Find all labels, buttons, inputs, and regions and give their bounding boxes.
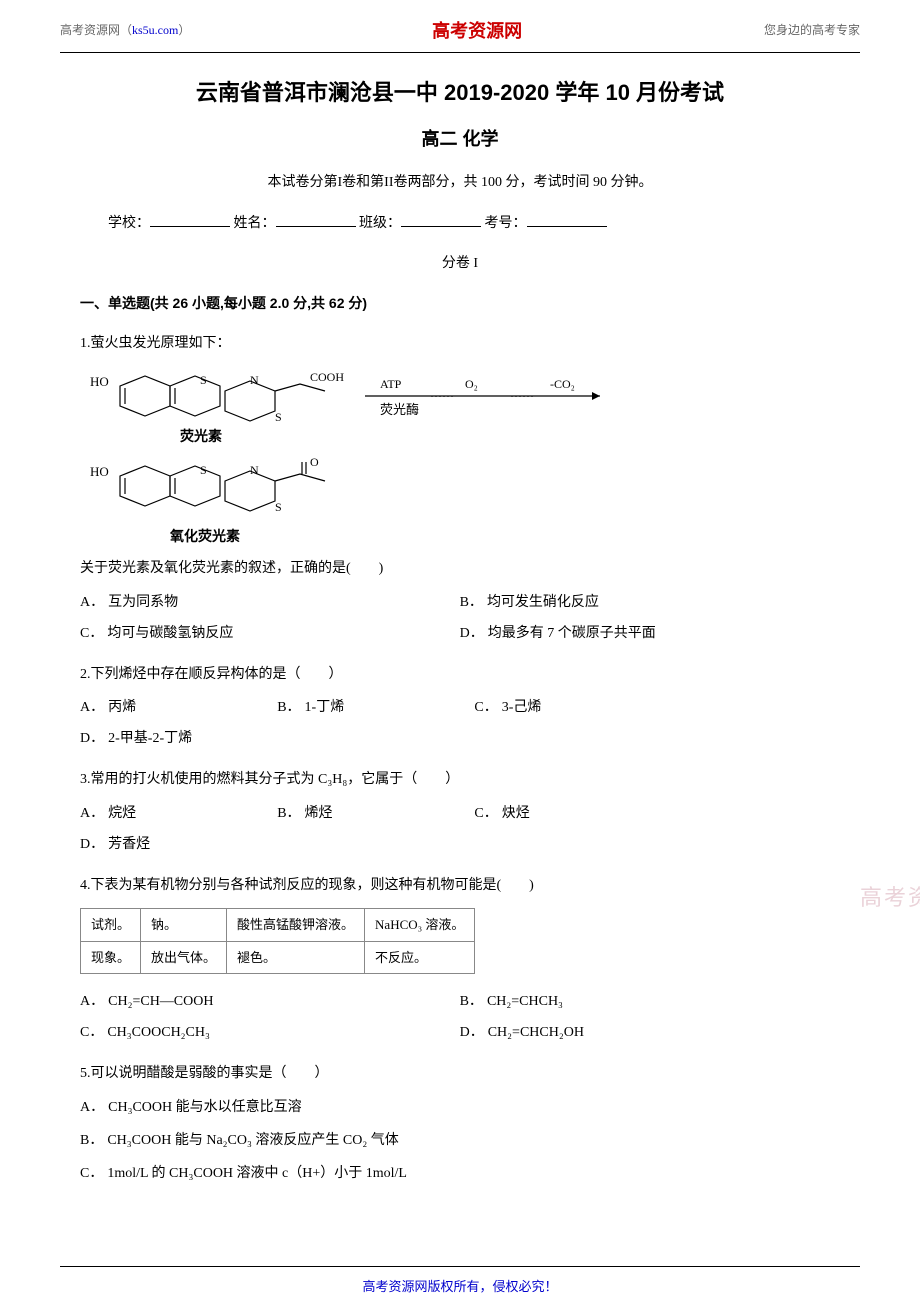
q3-opt-d[interactable]: D．芳香烃	[80, 832, 247, 857]
header-left: 高考资源网（ks5u.com）	[60, 20, 190, 42]
q2-opt-d[interactable]: D．2-甲基-2-丁烯	[80, 726, 247, 751]
cell: 酸性高锰酸钾溶液。	[227, 909, 365, 941]
q3-opt-c[interactable]: C．炔烃	[474, 801, 641, 826]
page-footer: 高考资源网版权所有，侵权必究！	[60, 1266, 860, 1298]
label-class: 班级：	[359, 216, 401, 231]
q1-opt-b[interactable]: B．均可发生硝化反应	[460, 590, 810, 615]
q4-table-wrap: 高考资源网 试剂。 钠。 酸性高锰酸钾溶液。 NaHCO₃ 溶液。 现象。 放出…	[80, 908, 840, 974]
q4-opt-a[interactable]: A．CH₂=CH—COOH	[80, 989, 430, 1014]
q1-options: A．互为同系物 B．均可发生硝化反应 C．均可与碳酸氢钠反应 D．均最多有 7 …	[80, 590, 840, 652]
blank-class[interactable]	[401, 226, 481, 227]
table-row: 现象。 放出气体。 褪色。 不反应。	[81, 941, 475, 973]
q2-options: A．丙烯 B．1-丁烯 C．3-己烯 D．2-甲基-2-丁烯	[80, 695, 840, 757]
svg-text:S: S	[200, 463, 207, 477]
svg-text:COOH: COOH	[310, 370, 344, 384]
label-id: 考号：	[485, 216, 527, 231]
q2-stem: 2.下列烯烃中存在顺反异构体的是（ ）	[80, 662, 840, 687]
rxn-co2: -CO₂	[550, 377, 575, 391]
q5-opt-c[interactable]: C．1mol/L 的 CH₃COOH 溶液中 c（H+）小于 1mol/L	[80, 1161, 840, 1186]
cell: 现象。	[81, 941, 141, 973]
table-row: 试剂。 钠。 酸性高锰酸钾溶液。 NaHCO₃ 溶液。	[81, 909, 475, 941]
page-subtitle: 高二 化学	[80, 123, 840, 155]
header-left-text: 高考资源网（ks5u.com）	[60, 23, 190, 37]
svg-text:S: S	[275, 500, 282, 514]
q2-opt-a[interactable]: A．丙烯	[80, 695, 247, 720]
svg-text:HO: HO	[90, 374, 109, 389]
q2-opt-b[interactable]: B．1-丁烯	[277, 695, 444, 720]
svg-text:N: N	[250, 373, 259, 387]
content: 云南省普洱市澜沧县一中 2019-2020 学年 10 月份考试 高二 化学 本…	[0, 73, 920, 1236]
question-1: 1.萤火虫发光原理如下： HO S N S COOH	[80, 331, 840, 652]
watermark: 高考资源网	[860, 878, 920, 918]
label-luciferin: 荧光素	[180, 428, 222, 445]
q4-opt-c[interactable]: C．CH₃COOCH₂CH₃	[80, 1020, 430, 1045]
q4-opt-d[interactable]: D．CH₂=CHCH₂OH	[460, 1020, 810, 1045]
cell: NaHCO₃ 溶液。	[365, 909, 475, 941]
blank-school[interactable]	[150, 226, 230, 227]
question-4: 4.下表为某有机物分别与各种试剂反应的现象，则这种有机物可能是( ) 高考资源网…	[80, 873, 840, 1051]
cell: 试剂。	[81, 909, 141, 941]
cell: 钠。	[141, 909, 227, 941]
q5-stem: 5.可以说明醋酸是弱酸的事实是（ ）	[80, 1061, 840, 1086]
info-line: 学校： 姓名： 班级： 考号：	[80, 211, 840, 236]
blank-id[interactable]	[527, 226, 607, 227]
rxn-atp: ATP	[380, 377, 402, 391]
header-brand: 高考资源网	[432, 15, 522, 47]
q4-table: 试剂。 钠。 酸性高锰酸钾溶液。 NaHCO₃ 溶液。 现象。 放出气体。 褪色…	[80, 908, 475, 974]
q5-options: A．CH₃COOH 能与水以任意比互溶 B．CH₃COOH 能与 Na₂CO₃ …	[80, 1095, 840, 1187]
page-title: 云南省普洱市澜沧县一中 2019-2020 学年 10 月份考试	[80, 73, 840, 113]
label-oxyluciferin: 氧化荧光素	[169, 528, 240, 545]
header-right: 您身边的高考专家	[764, 20, 860, 42]
blank-name[interactable]	[276, 226, 356, 227]
svg-text:······: ······	[430, 389, 454, 403]
q4-options: A．CH₂=CH—COOH B．CH₂=CHCH₃ C．CH₃COOCH₂CH₃…	[80, 989, 840, 1051]
q1-opt-c[interactable]: C．均可与碳酸氢钠反应	[80, 621, 430, 646]
question-5: 5.可以说明醋酸是弱酸的事实是（ ） A．CH₃COOH 能与水以任意比互溶 B…	[80, 1061, 840, 1186]
header-link[interactable]: ks5u.com	[132, 23, 178, 37]
question-2: 2.下列烯烃中存在顺反异构体的是（ ） A．丙烯 B．1-丁烯 C．3-己烯 D…	[80, 662, 840, 758]
svg-text:S: S	[275, 410, 282, 424]
svg-text:S: S	[200, 373, 207, 387]
q1-diagram: HO S N S COOH 荧光素	[80, 366, 840, 546]
section-label: 分卷 I	[80, 251, 840, 276]
question-3: 3.常用的打火机使用的燃料其分子式为 C₃H₈，它属于（ ） A．烷烃 B．烯烃…	[80, 767, 840, 863]
q3-opt-a[interactable]: A．烷烃	[80, 801, 247, 826]
svg-text:N: N	[250, 463, 259, 477]
svg-text:O: O	[310, 455, 319, 469]
q3-stem: 3.常用的打火机使用的燃料其分子式为 C₃H₈，它属于（ ）	[80, 767, 840, 792]
cell: 褪色。	[227, 941, 365, 973]
q3-options: A．烷烃 B．烯烃 C．炔烃 D．芳香烃	[80, 801, 840, 863]
q5-opt-b[interactable]: B．CH₃COOH 能与 Na₂CO₃ 溶液反应产生 CO₂ 气体	[80, 1128, 840, 1153]
svg-text:······: ······	[510, 389, 534, 403]
header-divider	[60, 52, 860, 53]
cell: 放出气体。	[141, 941, 227, 973]
rxn-enzyme: 荧光酶	[380, 402, 419, 417]
section-header: 一、单选题(共 26 小题,每小题 2.0 分,共 62 分)	[80, 291, 840, 316]
q3-opt-b[interactable]: B．烯烃	[277, 801, 444, 826]
rxn-o2: O₂	[465, 377, 478, 391]
q4-opt-b[interactable]: B．CH₂=CHCH₃	[460, 989, 810, 1014]
cell: 不反应。	[365, 941, 475, 973]
q1-opt-a[interactable]: A．互为同系物	[80, 590, 430, 615]
q1-question: 关于荧光素及氧化荧光素的叙述，正确的是( )	[80, 556, 840, 581]
q5-opt-a[interactable]: A．CH₃COOH 能与水以任意比互溶	[80, 1095, 840, 1120]
svg-text:HO: HO	[90, 464, 109, 479]
q1-opt-d[interactable]: D．均最多有 7 个碳原子共平面	[460, 621, 810, 646]
q4-stem: 4.下表为某有机物分别与各种试剂反应的现象，则这种有机物可能是( )	[80, 873, 840, 898]
intro-line: 本试卷分第I卷和第II卷两部分，共 100 分，考试时间 90 分钟。	[80, 170, 840, 195]
q1-stem: 1.萤火虫发光原理如下：	[80, 331, 840, 356]
label-name: 姓名：	[234, 216, 276, 231]
label-school: 学校：	[108, 216, 150, 231]
page-header: 高考资源网（ks5u.com） 高考资源网 您身边的高考专家	[0, 0, 920, 52]
q2-opt-c[interactable]: C．3-己烯	[474, 695, 641, 720]
